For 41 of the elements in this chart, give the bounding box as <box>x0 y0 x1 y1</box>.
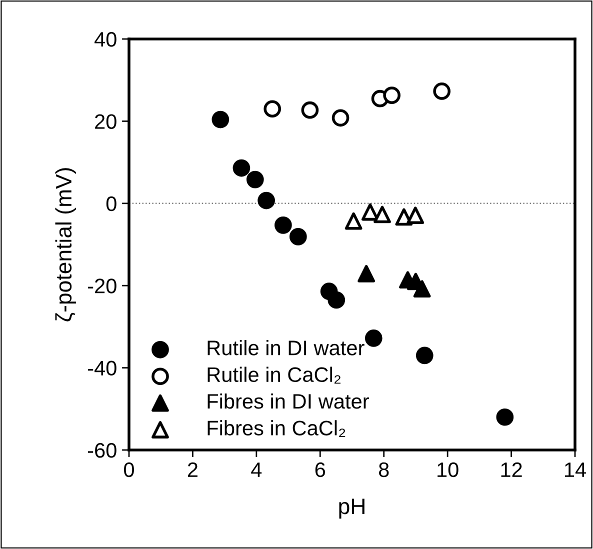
point <box>332 109 350 127</box>
legend-label: Fibres in CaCl₂ <box>208 420 346 438</box>
point <box>383 86 400 104</box>
point <box>328 291 346 309</box>
x-tick-label: 4 <box>251 462 262 477</box>
point <box>344 212 362 230</box>
point <box>433 82 451 100</box>
x-tick-label: 2 <box>188 462 198 477</box>
point <box>212 110 230 128</box>
point <box>358 265 376 282</box>
point <box>374 206 391 224</box>
point <box>361 203 379 221</box>
point <box>364 330 382 347</box>
point <box>264 100 282 118</box>
y-tick-label: 40 <box>94 32 116 47</box>
x-tick-label: 14 <box>565 462 586 477</box>
y-tick-label: 0 <box>106 196 116 212</box>
legend-label: Fibres in DI water <box>208 393 369 409</box>
y-tick-label: 20 <box>95 114 116 129</box>
y-tick-label: -20 <box>88 278 116 294</box>
x-tick-label: 6 <box>315 462 326 478</box>
x-tick-label: 8 <box>378 462 389 478</box>
y-tick-label: -60 <box>88 443 116 458</box>
x-tick-label: 0 <box>124 462 134 478</box>
point <box>258 192 275 210</box>
x-tick-label: 10 <box>438 462 458 478</box>
point <box>232 159 250 177</box>
point <box>406 206 424 224</box>
point <box>246 170 264 188</box>
point <box>274 216 292 234</box>
x-tick-label: 12 <box>501 462 522 477</box>
legend-label: Rutile in DI water <box>208 340 364 356</box>
x-axis-title: pH <box>339 498 364 519</box>
point <box>416 346 434 364</box>
point <box>301 101 319 119</box>
point <box>289 228 307 246</box>
y-tick-label: -40 <box>88 360 116 376</box>
legend-label: Rutile in CaCl₂ <box>208 366 340 384</box>
point <box>496 408 514 426</box>
y-axis-title: ζ-potential (mV) <box>55 168 76 322</box>
point <box>413 280 431 298</box>
